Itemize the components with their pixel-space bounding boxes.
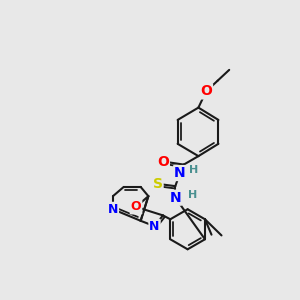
Text: N: N — [108, 203, 118, 216]
Text: N: N — [149, 220, 160, 233]
Text: O: O — [157, 154, 169, 169]
Text: H: H — [189, 165, 198, 175]
Text: N: N — [169, 191, 181, 205]
Text: O: O — [131, 200, 141, 213]
Text: H: H — [188, 190, 197, 200]
Text: O: O — [200, 84, 212, 98]
Text: S: S — [153, 177, 163, 191]
Text: N: N — [174, 166, 186, 180]
